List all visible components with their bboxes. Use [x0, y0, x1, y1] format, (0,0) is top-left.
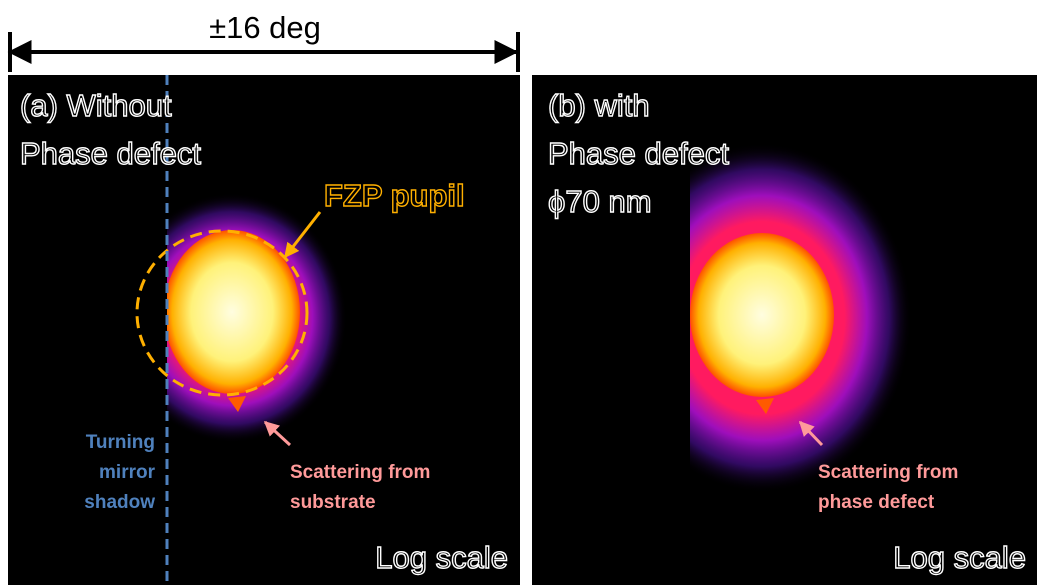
shadow-label: shadow — [84, 492, 155, 513]
figure: ±16 deg (a) Without Phase defect FZP pup… — [0, 0, 1037, 585]
shadow-label: mirror — [99, 462, 156, 483]
panel-title: (b) with — [548, 88, 650, 123]
pupil-label: FZP pupil — [324, 178, 465, 213]
panel-title: Phase defect — [548, 136, 729, 171]
span-label: ±16 deg — [209, 10, 321, 45]
scatter-label: substrate — [290, 492, 376, 513]
panel-title: Phase defect — [20, 136, 201, 171]
scatter-label: phase defect — [818, 492, 935, 513]
scatter-label: Scattering from — [818, 462, 958, 483]
pupil-image — [690, 233, 834, 397]
panel-title: (a) Without — [20, 88, 172, 123]
scale-label: Log scale — [893, 540, 1026, 575]
panel-a: (a) Without Phase defect FZP pupil Turni… — [8, 75, 520, 585]
panel-title: ϕ70 nm — [548, 184, 652, 219]
shadow-label: Turning — [86, 432, 155, 453]
scale-label: Log scale — [375, 540, 508, 575]
scatter-label: Scattering from — [290, 462, 430, 483]
panel-b: (b) with Phase defect ϕ70 nm Scattering … — [532, 75, 1037, 585]
